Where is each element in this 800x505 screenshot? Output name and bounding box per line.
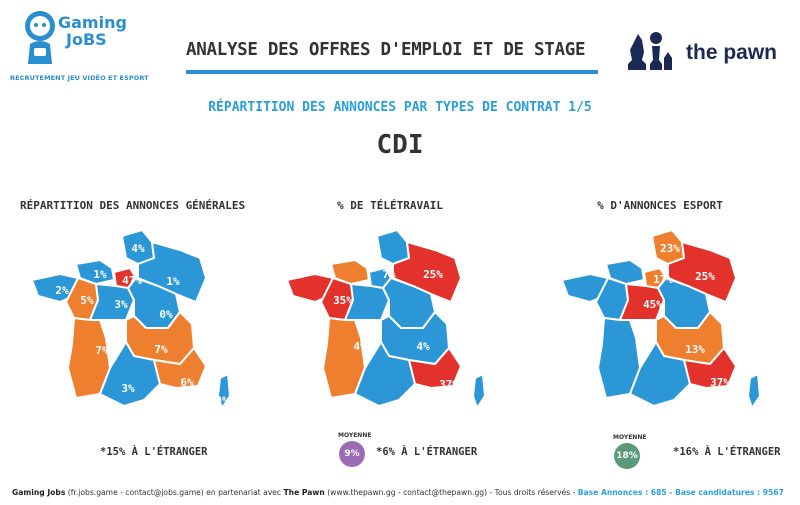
- esport-average-label: MOYENNE: [613, 434, 647, 441]
- footer-text-1: (fr.jobs.game - contact@jobs.game) en pa…: [65, 488, 284, 497]
- footnote-general: *15% À L'ÉTRANGER: [100, 446, 208, 458]
- esport-label-hdf: 23%: [660, 242, 680, 255]
- general-label-occ: 3%: [121, 382, 135, 395]
- panel-title-esport: % D'ANNONCES ESPORT: [597, 199, 723, 212]
- general-region-paca: [152, 346, 208, 390]
- remote-region-paca: [407, 346, 463, 390]
- panel-title-general: RÉPARTITION DES ANNONCES GÉNÉRALES: [20, 199, 246, 212]
- mascot-icon: [25, 11, 55, 64]
- general-label-pdl: 5%: [80, 294, 94, 307]
- remote-label-norm: 7%: [382, 268, 396, 281]
- esport-label-ara: 13%: [685, 343, 705, 356]
- general-label-cvl: 3%: [114, 298, 128, 311]
- footer: Gaming Jobs (fr.jobs.game - contact@jobs…: [12, 488, 784, 497]
- gaming-jobs-wordmark: Gaming JoBS: [58, 13, 127, 49]
- general-label-bret: 2%: [55, 284, 69, 297]
- panel-title-remote: % DE TÉLÉTRAVAIL: [337, 199, 443, 212]
- footnote-remote: *6% À L'ÉTRANGER: [376, 446, 478, 458]
- page-title: ANALYSE DES OFFRES D'EMPLOI ET DE STAGE: [186, 40, 586, 60]
- esport-label-paca: 37%: [710, 376, 730, 389]
- footer-text-2: (www.thepawn.gg - contact@thepawn.gg) - …: [324, 488, 578, 497]
- footer-brand-the-pawn: The Pawn: [283, 488, 325, 497]
- esport-region-paca: [682, 346, 738, 390]
- remote-label-na: 4%: [353, 340, 367, 353]
- general-label-paca: 6%: [180, 376, 194, 389]
- general-label-cors: 0%: [215, 394, 229, 407]
- the-pawn-wordmark: the pawn: [686, 41, 778, 64]
- general-label-ara: 7%: [154, 343, 168, 356]
- remote-label-ge: 25%: [423, 268, 443, 281]
- general-label-hdf: 4%: [131, 242, 145, 255]
- title-underline: [186, 70, 598, 74]
- esport-region-cors: [746, 372, 762, 411]
- remote-label-bret: 35%: [333, 294, 353, 307]
- remote-label-ara: 4%: [416, 340, 430, 353]
- remote-average-badge: 9%: [339, 441, 365, 467]
- remote-region-cors: [471, 372, 487, 411]
- general-label-norm: 1%: [93, 268, 107, 281]
- esport-label-idf: 17%: [653, 273, 673, 286]
- general-region-cors: [216, 372, 232, 411]
- the-pawn-logo: the pawn: [624, 28, 794, 78]
- remote-average-label: MOYENNE: [338, 432, 372, 439]
- esport-average-badge: 18%: [614, 443, 640, 469]
- general-label-na: 7%: [95, 344, 109, 357]
- esport-label-cvl: 45%: [643, 298, 663, 311]
- general-label-idf: 47%: [122, 274, 142, 287]
- map-esport: 23% 17% 25% 45% 13% 37%: [560, 228, 762, 411]
- footnote-esport: *16% À L'ÉTRANGER: [673, 446, 781, 458]
- footer-brand-gaming-jobs: Gaming Jobs: [12, 488, 66, 497]
- gaming-jobs-tagline: RECRUTEMENT JEU VIDÉO ET ESPORT: [10, 74, 149, 82]
- map-remote: 7% 25% 35% 4% 4% 37%: [285, 228, 487, 411]
- subtitle: RÉPARTITION DES ANNONCES PAR TYPES DE CO…: [208, 100, 592, 115]
- remote-label-paca: 37%: [439, 378, 459, 391]
- map-general: 4% 1% 47% 1% 2% 5% 3% 0% 7% 7% 3% 6% 0%: [30, 228, 232, 411]
- general-label-ge: 1%: [166, 275, 180, 288]
- chess-pieces-icon: [628, 32, 672, 70]
- gaming-jobs-logo: Gaming JoBS RECRUTEMENT JEU VIDÉO ET ESP…: [10, 8, 150, 88]
- contract-type: CDI: [376, 130, 424, 160]
- general-label-bfc: 0%: [159, 308, 173, 321]
- footer-stats: Base Annonces : 685 - Base candidatures …: [577, 488, 784, 497]
- esport-label-ge: 25%: [695, 270, 715, 283]
